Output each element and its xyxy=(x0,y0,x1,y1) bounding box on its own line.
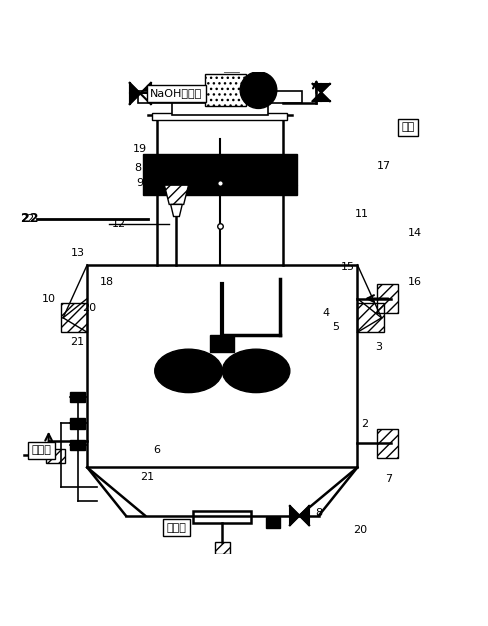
Text: 21: 21 xyxy=(70,337,84,347)
Circle shape xyxy=(240,72,277,108)
Polygon shape xyxy=(312,93,330,101)
Bar xyxy=(142,154,297,185)
Polygon shape xyxy=(140,83,151,104)
Text: 10: 10 xyxy=(41,294,56,304)
Ellipse shape xyxy=(223,349,290,393)
Bar xyxy=(87,265,357,468)
Text: 20: 20 xyxy=(82,303,97,313)
Ellipse shape xyxy=(155,349,223,393)
Polygon shape xyxy=(290,506,300,525)
Text: 3: 3 xyxy=(376,342,383,352)
Polygon shape xyxy=(130,83,140,104)
Text: 22: 22 xyxy=(20,212,38,225)
Text: 天然气: 天然气 xyxy=(31,446,51,456)
Bar xyxy=(265,517,280,528)
Polygon shape xyxy=(164,185,188,205)
Polygon shape xyxy=(300,506,309,525)
Text: 净气: 净气 xyxy=(402,122,415,132)
Polygon shape xyxy=(213,38,251,72)
Text: 8: 8 xyxy=(134,163,142,173)
Text: 8: 8 xyxy=(315,508,323,518)
Text: 9: 9 xyxy=(137,178,144,188)
Text: 11: 11 xyxy=(355,209,369,219)
Text: 2: 2 xyxy=(361,419,368,429)
Bar xyxy=(46,449,65,463)
Bar xyxy=(193,511,251,523)
Bar xyxy=(215,542,229,554)
Bar xyxy=(210,335,234,352)
Bar xyxy=(138,91,302,103)
Bar xyxy=(70,392,85,403)
Bar xyxy=(205,74,246,106)
Text: 14: 14 xyxy=(408,228,422,239)
Text: 17: 17 xyxy=(377,161,391,171)
Bar xyxy=(377,284,398,313)
Bar xyxy=(142,185,297,195)
Bar xyxy=(357,304,384,332)
Polygon shape xyxy=(171,205,182,217)
Text: 22: 22 xyxy=(20,214,34,224)
Bar xyxy=(70,440,85,451)
Text: NaOH吸收液: NaOH吸收液 xyxy=(150,88,203,98)
Text: 6: 6 xyxy=(154,446,161,456)
Text: 5: 5 xyxy=(332,322,339,332)
Text: 16: 16 xyxy=(408,277,422,287)
Text: 12: 12 xyxy=(111,218,125,228)
Bar xyxy=(377,429,398,458)
Text: 20: 20 xyxy=(353,525,367,535)
Text: 19: 19 xyxy=(133,144,147,154)
Polygon shape xyxy=(312,84,330,93)
Bar xyxy=(172,98,268,115)
Text: 4: 4 xyxy=(323,308,329,318)
Text: 水合物: 水合物 xyxy=(166,523,186,533)
Bar xyxy=(152,113,287,120)
Text: 18: 18 xyxy=(100,277,114,287)
Text: 21: 21 xyxy=(141,472,155,482)
Bar xyxy=(162,161,278,188)
Bar xyxy=(70,418,85,429)
Text: 13: 13 xyxy=(71,248,84,258)
Text: 15: 15 xyxy=(341,262,355,272)
Bar xyxy=(61,304,87,332)
Text: 7: 7 xyxy=(385,475,392,485)
